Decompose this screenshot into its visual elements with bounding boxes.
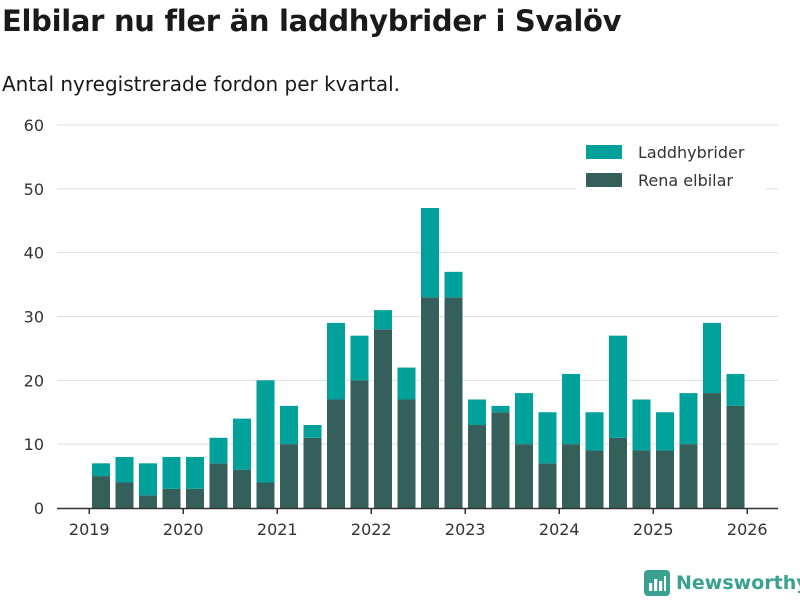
bar-laddhybrider — [444, 271, 463, 298]
bar-rena-elbilar — [115, 482, 134, 508]
bar-laddhybrider — [585, 412, 604, 451]
bar-rena-elbilar — [444, 297, 463, 508]
bar-rena-elbilar — [162, 488, 181, 508]
bar-rena-elbilar — [515, 444, 533, 508]
bar-rena-elbilar — [609, 437, 627, 508]
y-tick-label: 20 — [24, 371, 44, 390]
x-tick-label: 2020 — [163, 520, 204, 539]
x-tick-label: 2026 — [727, 520, 768, 539]
bar-rena-elbilar — [209, 463, 228, 508]
bar-laddhybrider — [632, 399, 651, 451]
y-tick-label: 40 — [24, 244, 44, 263]
newsworthy-logo-icon — [644, 570, 670, 596]
x-tick-label: 2019 — [69, 520, 110, 539]
bar-laddhybrider — [562, 373, 580, 445]
bar-laddhybrider — [491, 405, 510, 413]
bar-laddhybrider — [256, 380, 275, 483]
y-tick-label: 0 — [34, 499, 44, 518]
bar-rena-elbilar — [92, 476, 110, 508]
bar-laddhybrider — [515, 393, 533, 445]
bar-rena-elbilar — [139, 495, 157, 508]
bar-rena-elbilar — [632, 450, 651, 508]
y-tick-label: 60 — [24, 116, 44, 135]
bar-rena-elbilar — [726, 405, 745, 508]
legend-label: Laddhybrider — [638, 143, 745, 162]
legend-swatch — [586, 173, 622, 187]
bar-rena-elbilar — [538, 463, 557, 508]
bar-rena-elbilar — [679, 444, 698, 508]
bar-laddhybrider — [186, 456, 204, 489]
y-tick-label: 30 — [24, 308, 44, 327]
bar-laddhybrider — [421, 207, 439, 298]
bar-laddhybrider — [233, 418, 251, 470]
bar-laddhybrider — [703, 322, 721, 394]
bar-laddhybrider — [209, 437, 228, 464]
bar-rena-elbilar — [421, 297, 439, 508]
bar-laddhybrider — [374, 310, 392, 330]
bar-laddhybrider — [656, 412, 674, 451]
bar-rena-elbilar — [374, 329, 392, 508]
y-tick-label: 50 — [24, 180, 44, 199]
bar-rena-elbilar — [280, 444, 298, 508]
bar-laddhybrider — [350, 335, 369, 381]
x-tick-label: 2025 — [633, 520, 674, 539]
bar-rena-elbilar — [585, 450, 604, 508]
bar-laddhybrider — [726, 373, 745, 406]
bar-rena-elbilar — [303, 437, 322, 508]
x-tick-label: 2024 — [539, 520, 580, 539]
chart-title: Elbilar nu fler än laddhybrider i Svalöv — [2, 4, 622, 38]
x-tick-label: 2023 — [445, 520, 486, 539]
bar-rena-elbilar — [562, 444, 580, 508]
bar-laddhybrider — [115, 456, 134, 483]
bar-laddhybrider — [162, 456, 181, 489]
y-tick-label: 10 — [24, 435, 44, 454]
brand-name: Newsworthy — [676, 572, 800, 594]
bar-laddhybrider — [468, 399, 486, 426]
bar-rena-elbilar — [703, 393, 721, 508]
chart-subtitle: Antal nyregistrerade fordon per kvartal. — [2, 72, 401, 96]
bar-laddhybrider — [609, 335, 627, 438]
bar-rena-elbilar — [350, 380, 369, 508]
legend-swatch — [586, 145, 622, 159]
bar-laddhybrider — [679, 393, 698, 445]
legend-label: Rena elbilar — [638, 171, 733, 190]
bar-laddhybrider — [303, 425, 322, 438]
bar-laddhybrider — [397, 367, 416, 400]
brand-logo: Newsworthy — [644, 568, 800, 598]
bar-rena-elbilar — [397, 399, 416, 508]
bar-rena-elbilar — [186, 488, 204, 508]
bar-laddhybrider — [280, 405, 298, 445]
bar-laddhybrider — [327, 322, 345, 400]
bar-rena-elbilar — [468, 425, 486, 508]
x-tick-label: 2022 — [351, 520, 392, 539]
bar-laddhybrider — [92, 463, 110, 477]
bar-rena-elbilar — [327, 399, 345, 508]
bar-rena-elbilar — [656, 450, 674, 508]
bar-rena-elbilar — [233, 469, 251, 508]
x-tick-label: 2021 — [257, 520, 298, 539]
bar-rena-elbilar — [256, 482, 275, 508]
bar-rena-elbilar — [491, 412, 510, 508]
bar-laddhybrider — [538, 412, 557, 464]
bar-laddhybrider — [139, 463, 157, 496]
